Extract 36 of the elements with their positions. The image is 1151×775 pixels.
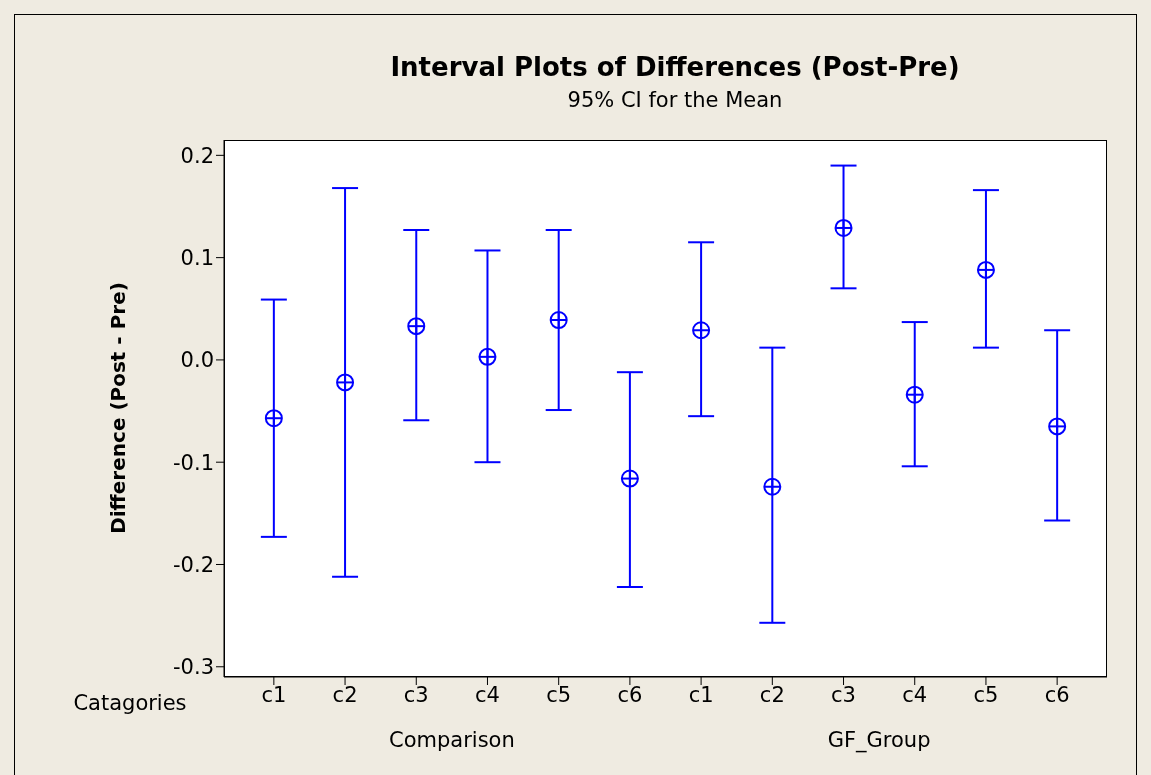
x-tick-label: c6 <box>1044 682 1070 707</box>
point <box>407 317 426 336</box>
point <box>692 321 711 340</box>
x-tick-label: c6 <box>617 682 643 707</box>
y-axis-title: Difference (Post - Pre) <box>106 282 130 534</box>
y-tick-label: 0.2 <box>180 143 214 168</box>
x-tick-label: c2 <box>759 682 785 707</box>
y-tick-label: -0.2 <box>173 552 214 577</box>
y-tick-label: -0.3 <box>173 655 214 680</box>
point <box>549 311 568 330</box>
text: Comparison <box>388 728 515 752</box>
point <box>834 218 853 237</box>
point <box>620 469 639 488</box>
chart-title: Interval Plots of Differences (Post-Pre) <box>389 52 961 82</box>
point <box>336 373 355 392</box>
x-tick-label: c4 <box>475 682 500 707</box>
point <box>478 347 497 366</box>
y-tick-label: 0.1 <box>180 246 214 271</box>
x-tick-label: c3 <box>831 682 856 707</box>
point <box>763 477 782 496</box>
x-tick-label: c3 <box>403 682 429 707</box>
x-tick-label: c5 <box>973 682 999 707</box>
x-axis-title: Catagories <box>73 691 187 715</box>
x-tick-label: c5 <box>546 682 572 707</box>
point <box>264 409 283 428</box>
x-tick-label: c4 <box>902 682 928 707</box>
x-tick-label: c1 <box>261 682 287 707</box>
x-tick-label: c2 <box>332 682 358 707</box>
x-tick-label: c1 <box>688 682 714 707</box>
text: GF_Group <box>827 728 931 752</box>
chart-subtitle: 95% CI for the Mean <box>566 88 784 112</box>
y-tick-label: -0.1 <box>173 450 214 475</box>
y-tick-label: 0.0 <box>180 348 214 373</box>
point <box>905 385 924 404</box>
point <box>976 260 995 279</box>
point <box>1048 417 1067 436</box>
